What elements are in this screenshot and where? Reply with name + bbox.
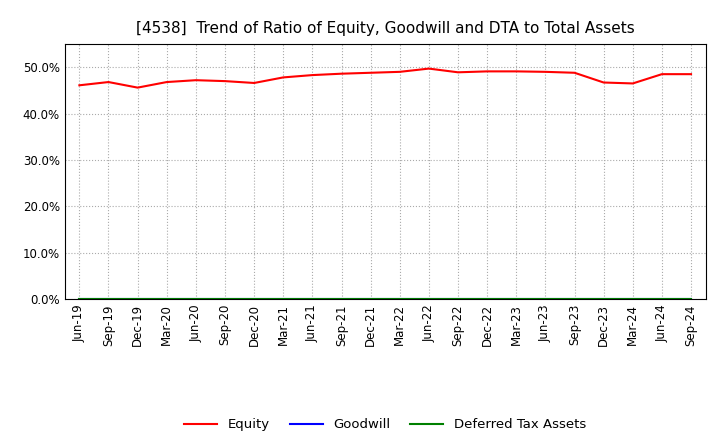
Deferred Tax Assets — [366, 297, 375, 302]
Equity — [483, 69, 492, 74]
Goodwill — [192, 297, 200, 302]
Goodwill — [220, 297, 229, 302]
Deferred Tax Assets — [395, 297, 404, 302]
Title: [4538]  Trend of Ratio of Equity, Goodwill and DTA to Total Assets: [4538] Trend of Ratio of Equity, Goodwil… — [136, 21, 634, 36]
Equity — [337, 71, 346, 76]
Line: Equity: Equity — [79, 69, 691, 88]
Deferred Tax Assets — [337, 297, 346, 302]
Deferred Tax Assets — [308, 297, 317, 302]
Goodwill — [163, 297, 171, 302]
Equity — [512, 69, 521, 74]
Equity — [657, 72, 666, 77]
Goodwill — [657, 297, 666, 302]
Goodwill — [279, 297, 287, 302]
Deferred Tax Assets — [512, 297, 521, 302]
Deferred Tax Assets — [75, 297, 84, 302]
Deferred Tax Assets — [454, 297, 462, 302]
Equity — [133, 85, 142, 90]
Goodwill — [75, 297, 84, 302]
Equity — [454, 70, 462, 75]
Equity — [687, 72, 696, 77]
Goodwill — [366, 297, 375, 302]
Deferred Tax Assets — [657, 297, 666, 302]
Goodwill — [308, 297, 317, 302]
Deferred Tax Assets — [250, 297, 258, 302]
Goodwill — [629, 297, 637, 302]
Deferred Tax Assets — [192, 297, 200, 302]
Goodwill — [483, 297, 492, 302]
Goodwill — [425, 297, 433, 302]
Equity — [75, 83, 84, 88]
Deferred Tax Assets — [541, 297, 550, 302]
Goodwill — [512, 297, 521, 302]
Deferred Tax Assets — [104, 297, 113, 302]
Equity — [570, 70, 579, 75]
Deferred Tax Assets — [483, 297, 492, 302]
Goodwill — [395, 297, 404, 302]
Goodwill — [541, 297, 550, 302]
Goodwill — [687, 297, 696, 302]
Deferred Tax Assets — [220, 297, 229, 302]
Goodwill — [337, 297, 346, 302]
Equity — [163, 79, 171, 84]
Legend: Equity, Goodwill, Deferred Tax Assets: Equity, Goodwill, Deferred Tax Assets — [179, 413, 591, 436]
Equity — [220, 78, 229, 84]
Equity — [629, 81, 637, 86]
Goodwill — [454, 297, 462, 302]
Deferred Tax Assets — [133, 297, 142, 302]
Goodwill — [250, 297, 258, 302]
Deferred Tax Assets — [570, 297, 579, 302]
Goodwill — [133, 297, 142, 302]
Equity — [308, 73, 317, 78]
Deferred Tax Assets — [599, 297, 608, 302]
Equity — [425, 66, 433, 71]
Equity — [366, 70, 375, 75]
Goodwill — [104, 297, 113, 302]
Goodwill — [570, 297, 579, 302]
Equity — [395, 69, 404, 74]
Equity — [192, 77, 200, 83]
Equity — [279, 75, 287, 80]
Equity — [104, 79, 113, 84]
Goodwill — [599, 297, 608, 302]
Deferred Tax Assets — [163, 297, 171, 302]
Deferred Tax Assets — [425, 297, 433, 302]
Deferred Tax Assets — [279, 297, 287, 302]
Deferred Tax Assets — [629, 297, 637, 302]
Equity — [250, 81, 258, 86]
Equity — [599, 80, 608, 85]
Deferred Tax Assets — [687, 297, 696, 302]
Equity — [541, 69, 550, 74]
